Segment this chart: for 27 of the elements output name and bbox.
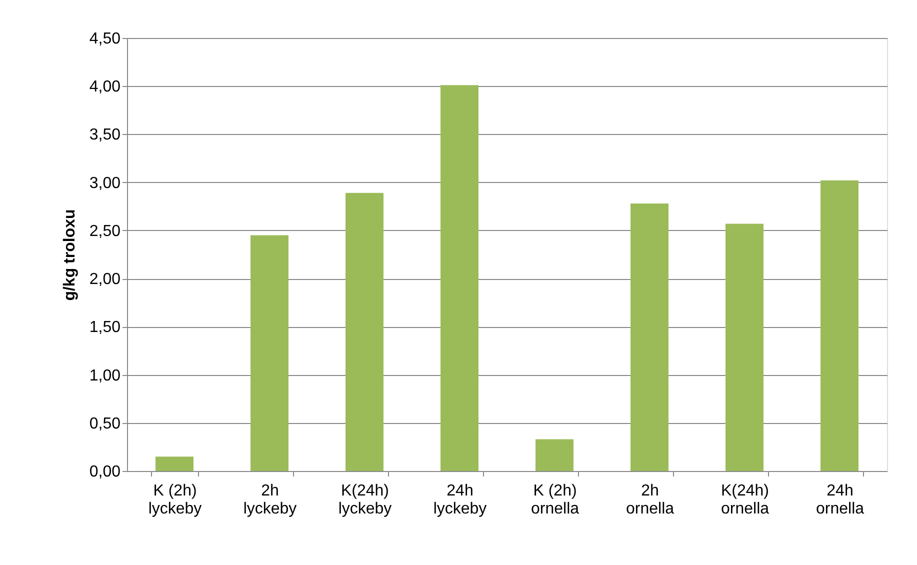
y-tick-label: 1,00 — [89, 367, 121, 384]
bar — [156, 456, 194, 471]
y-tick-label: 2,00 — [89, 271, 121, 288]
y-tick-label: 4,50 — [89, 30, 121, 48]
y-tick-label: 3,00 — [89, 174, 121, 192]
x-tick-label: 2h ornella — [626, 482, 674, 518]
y-tick-label: 3,50 — [89, 126, 121, 144]
x-tick-label: 2h lyckeby — [243, 482, 297, 518]
x-tick-label: K (2h) ornella — [530, 482, 580, 518]
y-tick-label: 1,50 — [89, 319, 121, 336]
x-tick-label: 24h ornella — [816, 482, 864, 518]
bar — [726, 224, 764, 471]
bar — [820, 180, 858, 471]
x-tick-label: K (2h) lyckeby — [148, 482, 202, 518]
x-tick-label: 24h lyckeby — [433, 482, 487, 518]
y-tick-label: 0,50 — [89, 415, 121, 432]
bar — [630, 204, 668, 471]
y-axis-title: g/kg troloxu — [61, 209, 78, 301]
x-tick-label: K(24h) lyckeby — [338, 482, 392, 518]
y-tick-label: 0,00 — [89, 464, 121, 480]
x-tick-label: K(24h) ornella — [720, 482, 770, 518]
y-tick-label: 2,50 — [89, 222, 121, 240]
bar — [250, 235, 288, 471]
bar — [440, 85, 478, 471]
y-tick-label: 4,00 — [89, 78, 121, 96]
bar — [536, 439, 574, 471]
bar — [346, 192, 384, 471]
